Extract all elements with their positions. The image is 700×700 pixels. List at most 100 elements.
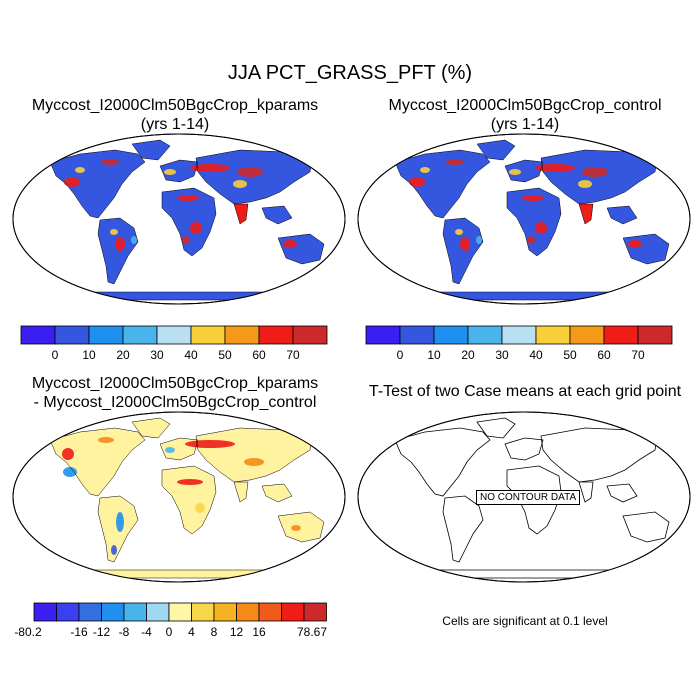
continent-north-america: [394, 427, 491, 497]
colorbar-swatch: [213, 602, 237, 622]
map-control: [357, 133, 691, 305]
colorbar-swatch: [33, 602, 57, 622]
coastline-europe: [504, 159, 544, 183]
colorbar-label: 50: [563, 348, 577, 362]
grass-patch: [283, 240, 297, 248]
coastline-southeast-asia: [606, 205, 638, 225]
grass-patch: [535, 164, 575, 172]
continent-north-america: [50, 150, 145, 218]
colorbar-swatch: [191, 602, 215, 622]
grass-patch: [522, 195, 544, 201]
colorbar-swatch: [236, 602, 260, 622]
colorbar-swatch: [365, 325, 401, 345]
colorbar-swatch: [20, 325, 56, 345]
panel-control-title-line1: Myccost_I2000Clm50BgcCrop_control: [388, 97, 662, 114]
grass-patch: [476, 236, 482, 244]
colorbar-swatch: [224, 325, 260, 345]
continent-europe: [505, 160, 543, 182]
continent-north-america: [50, 428, 145, 496]
coastline-australia: [277, 233, 325, 265]
colorbar-label: 20: [461, 348, 475, 362]
continent-australia: [622, 511, 670, 543]
continent-north-america: [395, 150, 490, 218]
colorbar-label: 50: [218, 348, 232, 362]
continent-greenland: [132, 418, 170, 438]
colorbar-label: 40: [184, 348, 198, 362]
grass-patch: [190, 164, 230, 172]
colorbar-swatch: [303, 602, 327, 622]
coastline-north-america: [394, 149, 491, 219]
colorbar-label: 20: [116, 348, 130, 362]
coastline-europe: [159, 159, 199, 183]
colorbar-label: -12: [93, 625, 111, 639]
map-border: [12, 411, 346, 583]
coastline-southeast-asia: [261, 483, 293, 503]
continent-greenland: [477, 140, 515, 160]
grass-patch: [115, 237, 125, 251]
colorbar-swatch: [146, 602, 170, 622]
panel-difference-title-line2: - Myccost_I2000Clm50BgcCrop_control: [33, 394, 317, 411]
significance-note: Cells are significant at 0.1 level: [442, 614, 608, 628]
continent-asia: [541, 150, 657, 204]
colorbar-swatch: [535, 325, 571, 345]
coastline-south-america: [97, 495, 139, 563]
no-contour-data-label: NO CONTOUR DATA: [476, 490, 581, 505]
colorbar-label: 30: [495, 348, 509, 362]
colorbar-swatch: [156, 325, 192, 345]
colorbar-label: -4: [141, 625, 152, 639]
coastline-india: [578, 203, 594, 225]
colorbar-label: -16: [70, 625, 88, 639]
coastline-europe: [159, 437, 199, 461]
colorbar-swatch: [54, 325, 90, 345]
continent-asia: [196, 150, 312, 204]
panel-kparams-title-line1: Myccost_I2000Clm50BgcCrop_kparams: [31, 97, 319, 114]
continent-south-america: [98, 218, 138, 284]
colorbar-label: 30: [150, 348, 164, 362]
colorbar-swatch: [258, 602, 282, 622]
difference-patch: [185, 440, 235, 448]
map-border: [357, 133, 691, 305]
coastline-north-america: [49, 149, 146, 219]
difference-patch: [62, 448, 74, 460]
panel-kparams-title-line2: (yrs 1-14): [140, 116, 210, 133]
coastline-greenland: [131, 417, 171, 439]
colorbar-label: 10: [82, 348, 96, 362]
continent-greenland: [132, 140, 170, 160]
difference-patch: [111, 545, 117, 555]
difference-patch: [98, 437, 114, 443]
colorbar-swatch: [637, 325, 673, 345]
grass-patch: [164, 169, 176, 175]
colorbar-swatch: [88, 325, 124, 345]
grass-patch: [460, 237, 470, 251]
map-difference: [12, 411, 346, 583]
coastline-north-america: [49, 427, 146, 497]
coastline-south-america: [442, 217, 484, 285]
grass-patch: [233, 180, 247, 188]
coastline-africa: [161, 465, 217, 535]
grass-patch: [535, 222, 547, 234]
coastline-australia: [277, 511, 325, 543]
colorbar-swatch: [190, 325, 226, 345]
colorbar-swatch: [101, 602, 125, 622]
grass-patch: [628, 240, 642, 248]
grass-patch: [64, 177, 80, 187]
panel-difference-title: Myccost_I2000Clm50BgcCrop_kparams - Mycc…: [5, 374, 345, 412]
land-layer: [47, 417, 325, 579]
colorbar-swatch: [569, 325, 605, 345]
colorbar-label: 12: [230, 625, 244, 639]
colorbar-control: 0 10 20 30 40 50 60 70: [365, 325, 673, 362]
grass-patch: [75, 167, 85, 173]
colorbar-swatch: [433, 325, 469, 345]
grass-patch: [446, 159, 464, 165]
map-kparams: [12, 133, 346, 305]
grass-patch: [190, 222, 202, 234]
panel-kparams-title: Myccost_I2000Clm50BgcCrop_kparams (yrs 1…: [5, 96, 345, 134]
continent-south-america: [443, 218, 483, 284]
colorbar-label: -80.2: [14, 625, 42, 639]
colorbar-label: 60: [252, 348, 266, 362]
difference-patch: [116, 512, 124, 532]
colorbar-kparams: 0 10 20 30 40 50 60 70: [20, 325, 328, 362]
grass-patch: [578, 180, 592, 188]
coastline-south-america: [97, 217, 139, 285]
coastline-india: [233, 481, 249, 503]
